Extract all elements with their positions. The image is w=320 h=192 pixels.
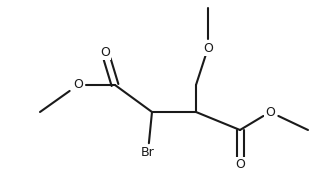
Text: O: O	[203, 41, 213, 55]
Text: O: O	[265, 105, 275, 118]
Text: Br: Br	[141, 146, 155, 159]
Text: O: O	[235, 157, 245, 170]
Text: O: O	[73, 79, 83, 92]
Text: O: O	[100, 46, 110, 59]
